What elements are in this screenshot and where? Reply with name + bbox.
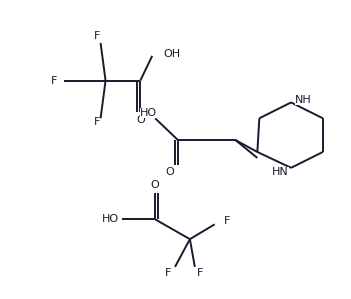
Text: F: F (93, 117, 100, 127)
Text: HN: HN (272, 167, 289, 177)
Text: F: F (224, 216, 230, 226)
Text: HO: HO (102, 214, 119, 224)
Text: OH: OH (163, 49, 180, 59)
Text: HO: HO (140, 108, 157, 118)
Text: F: F (93, 31, 100, 41)
Text: F: F (51, 76, 57, 86)
Text: O: O (136, 115, 145, 125)
Text: NH: NH (295, 95, 312, 106)
Text: F: F (165, 268, 171, 278)
Text: O: O (166, 167, 174, 177)
Text: O: O (151, 180, 160, 190)
Text: F: F (197, 268, 203, 278)
